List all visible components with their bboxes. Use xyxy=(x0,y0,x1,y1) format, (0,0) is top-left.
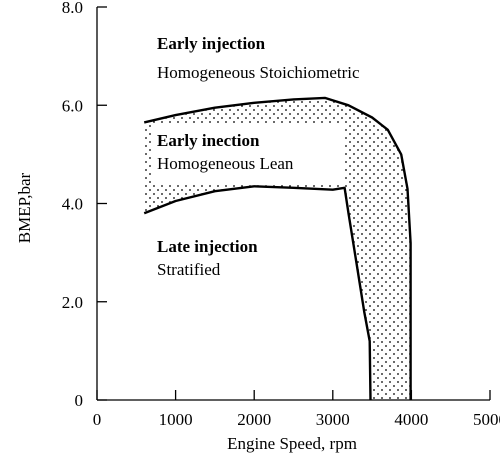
region-label-late-stratified: Late injection Stratified xyxy=(157,237,258,279)
y-tick-label: 2.0 xyxy=(62,293,83,312)
y-tick-label: 0 xyxy=(75,391,84,410)
region-label-early-lean: Early inection Homogeneous Lean xyxy=(157,131,294,173)
region-subtitle: Homogeneous Lean xyxy=(157,154,294,173)
y-tick-label: 4.0 xyxy=(62,195,83,214)
series-line-lower xyxy=(143,185,372,401)
region-title: Early inection xyxy=(157,131,260,150)
region-label-early-stoich: Early injection Homogeneous Stoichiometr… xyxy=(157,34,360,82)
label-backdrop-1 xyxy=(152,125,344,183)
y-tick-label: 6.0 xyxy=(62,96,83,115)
y-ticks: 0 2.0 4.0 6.0 8.0 xyxy=(62,0,107,410)
x-tick-label: 3000 xyxy=(316,410,350,429)
x-tick-label: 1000 xyxy=(159,410,193,429)
plot-area xyxy=(143,96,412,401)
x-axis-title: Engine Speed, rpm xyxy=(227,434,357,453)
x-tick-label: 4000 xyxy=(394,410,428,429)
region-subtitle: Stratified xyxy=(157,260,221,279)
x-tick-label: 2000 xyxy=(237,410,271,429)
y-axis-title: BMEP,bar xyxy=(15,172,34,243)
y-tick-label: 8.0 xyxy=(62,0,83,17)
series-line-upper xyxy=(143,96,412,400)
x-tick-label: 0 xyxy=(93,410,102,429)
region-title: Early injection xyxy=(157,34,266,53)
region-title: Late injection xyxy=(157,237,258,256)
region-subtitle: Homogeneous Stoichiometric xyxy=(157,63,360,82)
